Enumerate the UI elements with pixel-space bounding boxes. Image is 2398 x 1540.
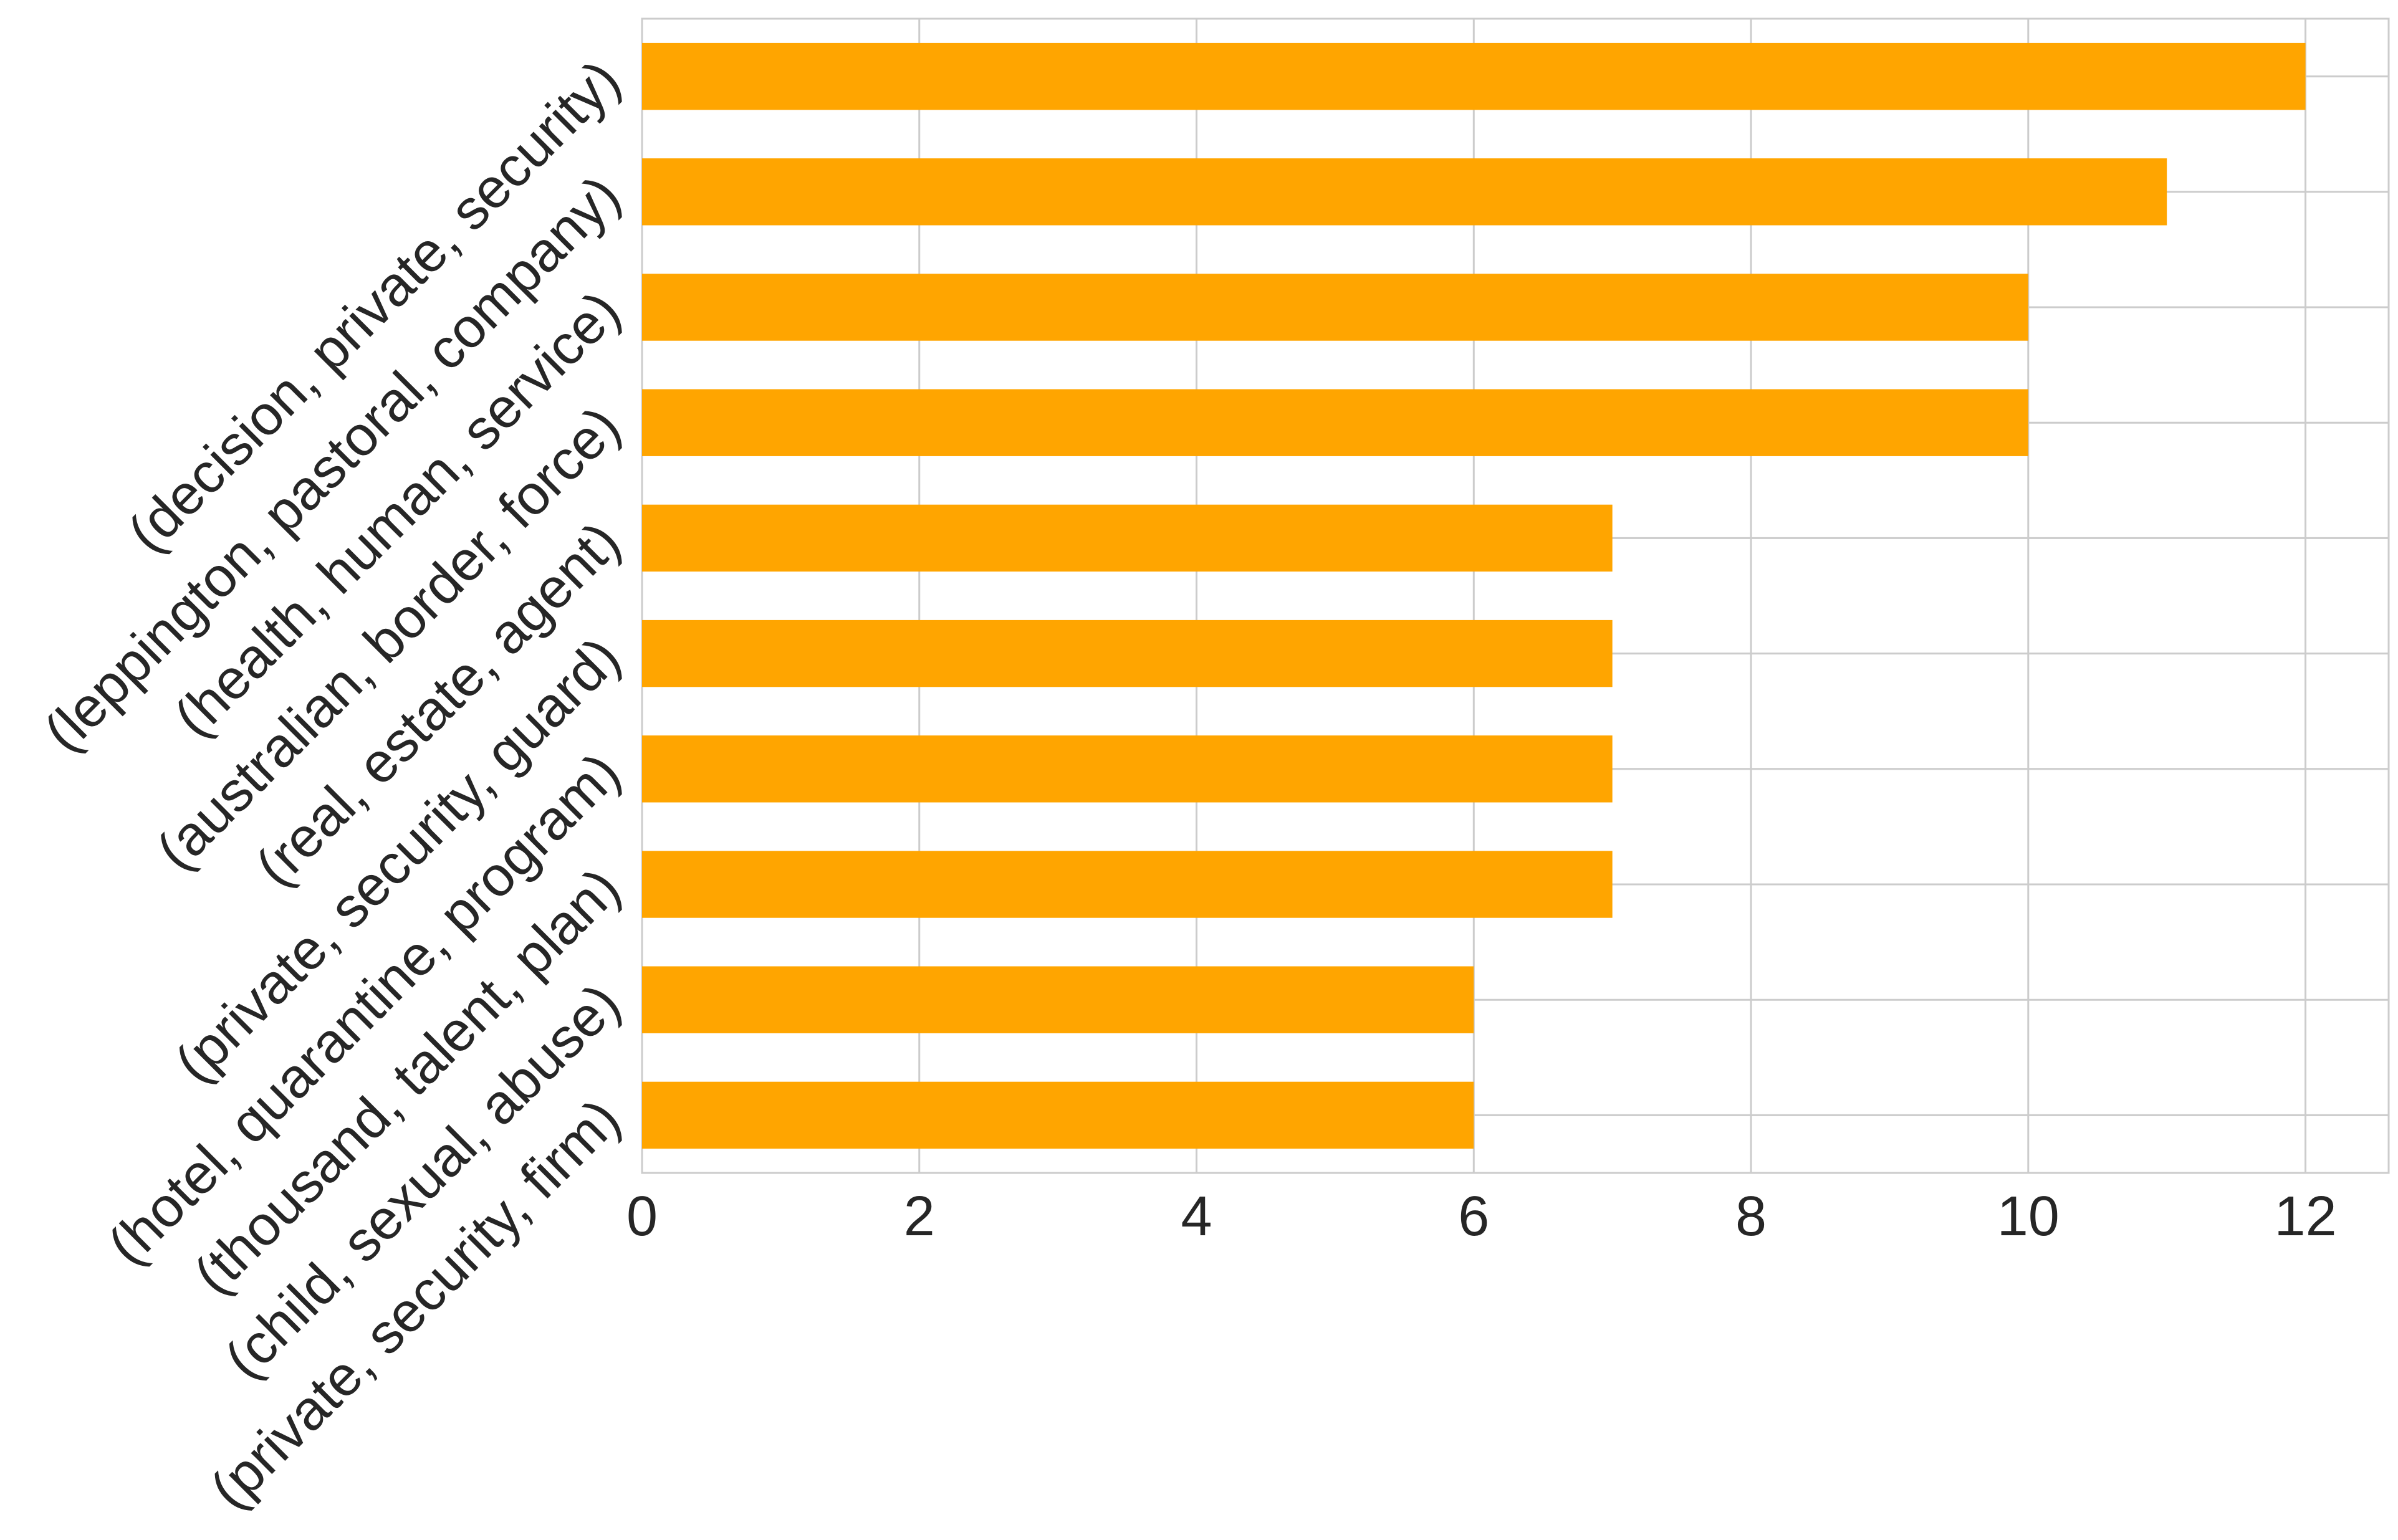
x-tick-label: 8 [1735,1185,1767,1248]
plot-area-frame [641,17,2390,1174]
bar [642,735,1613,803]
y-tick-labels: (decision, private, security)(leppington… [32,49,632,1521]
bar [642,158,2167,226]
x-tick-label: 4 [1181,1185,1212,1248]
x-tick-label: 12 [2275,1185,2337,1248]
bar [642,274,2028,341]
x-tick-label: 6 [1458,1185,1489,1248]
bar [642,42,2306,110]
bar [642,1081,1474,1149]
bar [642,504,1613,572]
x-tick-label: 2 [904,1185,935,1248]
x-tick-label: 0 [626,1185,658,1248]
bars-group [642,42,2306,1149]
y-grid-lines [642,75,2389,1116]
x-tick-labels: 0 2 4 6 8 10 12 [626,1185,2337,1248]
x-tick-label: 10 [1997,1185,2060,1248]
bar [642,619,1613,687]
bar [642,966,1474,1033]
bar [642,851,1613,918]
bar [642,389,2028,456]
